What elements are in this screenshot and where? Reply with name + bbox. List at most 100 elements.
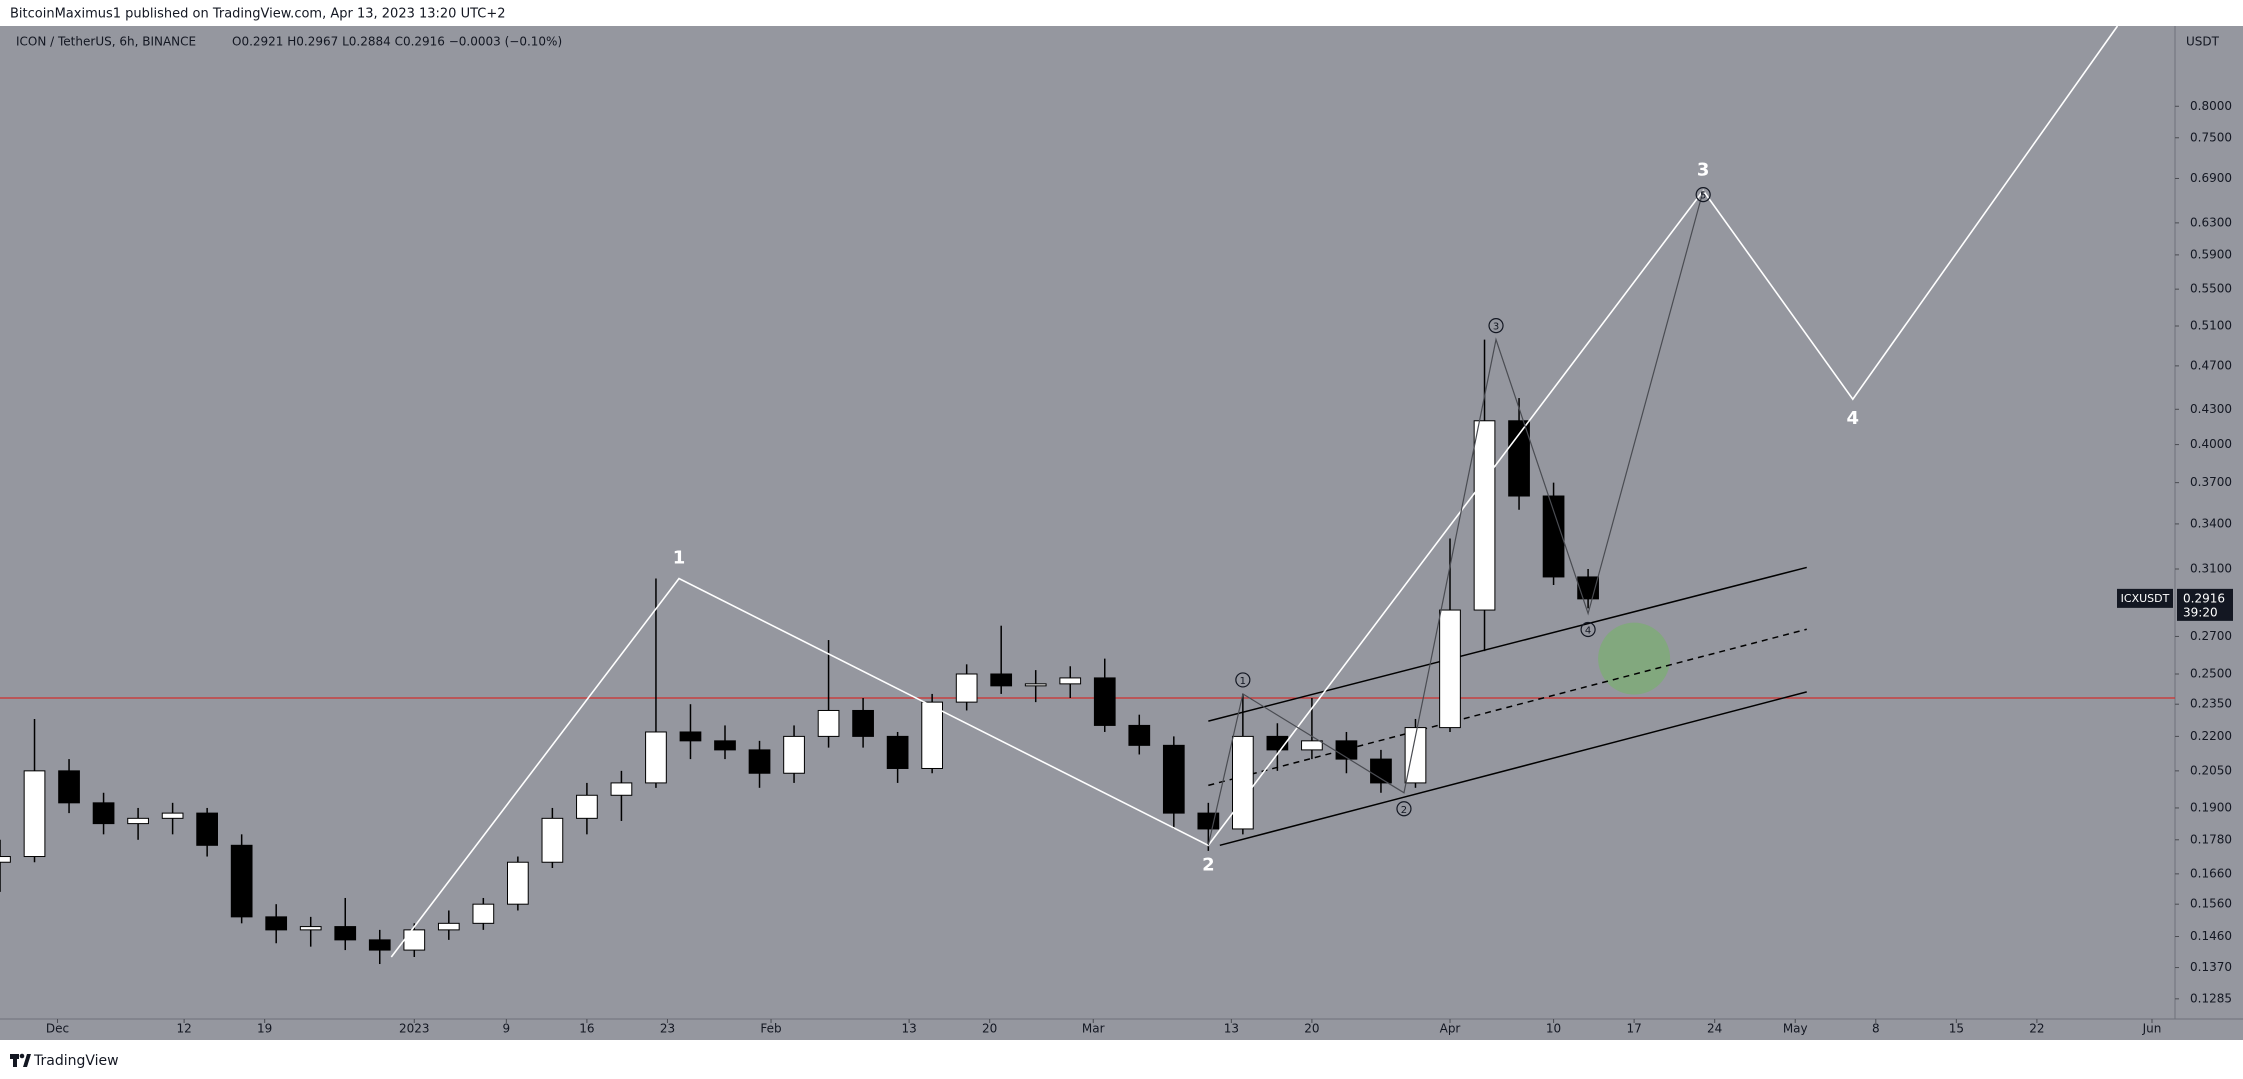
wave-label: 1 — [1240, 676, 1246, 687]
candle-body — [0, 856, 11, 863]
candle-body — [1439, 609, 1461, 729]
y-tick-label: 0.5100 — [2190, 319, 2232, 333]
x-tick-label: 23 — [660, 1022, 675, 1036]
candle-body — [507, 861, 529, 905]
candle-body — [1162, 744, 1185, 814]
wave-label-circle — [1695, 187, 1711, 203]
candle-body — [955, 673, 978, 703]
x-tick-label: 17 — [1626, 1022, 1641, 1036]
y-tick-label: 0.2500 — [2190, 666, 2232, 680]
wave-path — [390, 25, 2119, 958]
wave-path — [1207, 190, 1704, 846]
price-tag-symbol-bg — [2117, 588, 2173, 608]
candle-body — [161, 812, 184, 819]
wave-label-circle — [1488, 317, 1504, 334]
y-tick-label: 0.2700 — [2190, 629, 2232, 643]
candle-body — [1093, 677, 1116, 726]
x-tick-label: 20 — [1304, 1022, 1319, 1036]
y-tick-label: 0.3400 — [2190, 516, 2232, 530]
logo-part — [23, 1054, 31, 1067]
wave-label: 4 — [1847, 408, 1860, 429]
x-tick-label: Feb — [760, 1022, 781, 1036]
candle-body — [1335, 740, 1358, 760]
x-tick-label: 10 — [1546, 1022, 1561, 1036]
candle-body — [714, 740, 736, 751]
wave-label-circle — [1580, 621, 1596, 638]
y-tick-label: 0.2350 — [2190, 697, 2232, 711]
y-tick-label: 0.1285 — [2190, 991, 2232, 1005]
candle-body — [610, 782, 633, 796]
header-bar — [0, 0, 2243, 26]
channel-line — [1208, 566, 1807, 722]
y-tick-label: 0.5500 — [2190, 282, 2232, 296]
wave-label: 2 — [1401, 805, 1407, 816]
x-tick-label: Mar — [1082, 1022, 1105, 1036]
tradingview-logo — [10, 1053, 31, 1067]
wave-label-circle — [1235, 672, 1251, 688]
y-tick-label: 0.4300 — [2190, 402, 2232, 416]
x-tick-label: 12 — [176, 1022, 191, 1036]
price-tag-value: 0.2916 — [2183, 591, 2225, 605]
candle-body — [472, 903, 495, 924]
candle-body — [1232, 735, 1254, 830]
candle-body — [921, 701, 943, 769]
wave-label-circle — [1396, 801, 1412, 817]
y-tick-label: 0.1560 — [2190, 897, 2232, 911]
x-tick-label: May — [1783, 1022, 1808, 1036]
candle-body — [299, 926, 322, 931]
y-tick-label: 0.1460 — [2190, 929, 2232, 943]
currency-label: USDT — [2186, 35, 2220, 49]
x-tick-label: 9 — [503, 1022, 511, 1036]
candle-body — [265, 916, 288, 931]
x-tick-label: Jun — [2142, 1022, 2162, 1036]
logo-part — [19, 1053, 25, 1059]
candle-body — [817, 709, 840, 737]
y-tick-label: 0.5900 — [2190, 247, 2232, 261]
price-tag-symbol: ICXUSDT — [2121, 592, 2170, 605]
candle-body — [1059, 677, 1082, 685]
y-tick-label: 0.3100 — [2190, 562, 2232, 576]
candle-body — [990, 673, 1013, 687]
candle-body — [645, 731, 667, 784]
candle-body — [576, 794, 598, 819]
y-tick-label: 0.4700 — [2190, 358, 2232, 372]
y-tick-label: 0.4000 — [2190, 437, 2232, 451]
candle-body — [852, 709, 874, 737]
channel-midline — [1208, 628, 1807, 787]
y-tick-label: 0.2050 — [2190, 763, 2232, 777]
candle-body — [1404, 727, 1427, 784]
candle-body — [23, 770, 46, 858]
candle-body — [58, 770, 80, 804]
candle-body — [1301, 740, 1323, 751]
wave-label: 5 — [1700, 191, 1706, 202]
x-tick-label: 13 — [901, 1022, 916, 1036]
candle-body — [334, 926, 357, 941]
channel-line — [1219, 691, 1807, 847]
x-tick-label: 15 — [1949, 1022, 1964, 1036]
y-tick-label: 0.1900 — [2190, 800, 2232, 814]
price-tag-countdown: 39:20 — [2183, 605, 2218, 619]
y-tick-label: 0.1370 — [2190, 960, 2232, 974]
footer-bar — [0, 1040, 2243, 1079]
candle-body — [196, 812, 219, 846]
candle-body — [230, 844, 253, 918]
candle-body — [1128, 724, 1151, 746]
y-tick-label: 0.7500 — [2190, 130, 2232, 144]
candle-body — [541, 817, 564, 863]
candle-body — [368, 939, 391, 951]
candle-body — [1024, 683, 1047, 687]
x-tick-label: 20 — [982, 1022, 997, 1036]
target-zone — [1598, 622, 1671, 695]
candle-body — [92, 802, 115, 825]
plot-background — [0, 26, 2243, 1040]
y-tick-label: 0.1660 — [2190, 866, 2232, 880]
x-tick-label: 22 — [2029, 1022, 2044, 1036]
candle-body — [886, 735, 909, 769]
candle-body — [127, 817, 149, 825]
wave-label: 3 — [1493, 322, 1499, 333]
y-tick-label: 0.8000 — [2190, 99, 2232, 113]
x-tick-label: 2023 — [399, 1022, 430, 1036]
candle-body — [748, 749, 771, 774]
ohlc-legend: O0.2921 H0.2967 L0.2884 C0.2916 −0.0003 … — [232, 35, 562, 49]
